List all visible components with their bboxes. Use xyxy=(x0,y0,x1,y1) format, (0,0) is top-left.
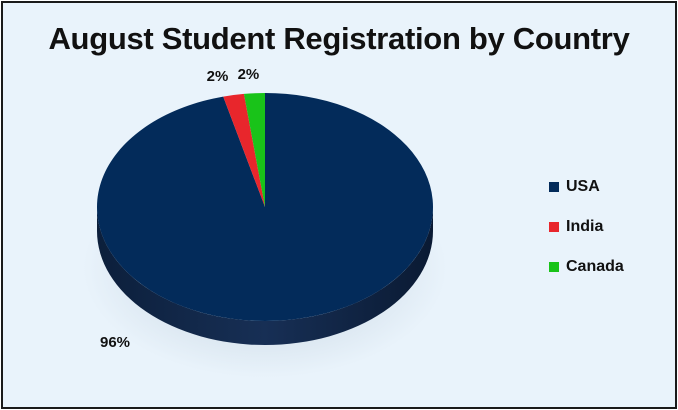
legend-label-canada: Canada xyxy=(566,258,624,275)
pie-slice-india xyxy=(223,93,265,207)
pie-chart: 96% 2% 2% xyxy=(83,66,447,378)
chart-title: August Student Registration by Country xyxy=(48,21,630,56)
legend-swatch-india xyxy=(549,222,559,232)
legend-swatch-canada xyxy=(549,262,559,272)
legend-swatch-usa xyxy=(549,182,559,192)
data-label-usa: 96% xyxy=(100,334,130,351)
pie-side xyxy=(97,207,433,345)
legend-label-india: India xyxy=(566,218,604,235)
data-label-canada: 2% xyxy=(238,66,260,83)
pie-side-wall xyxy=(97,207,433,345)
data-label-india: 2% xyxy=(207,68,229,85)
pie-slices xyxy=(96,93,433,321)
pie-labels: 96% 2% 2% xyxy=(100,66,259,351)
legend-item-usa: USA xyxy=(549,177,624,197)
legend-item-canada: Canada xyxy=(549,257,624,277)
legend: USA India Canada xyxy=(549,177,624,297)
legend-item-india: India xyxy=(549,217,624,237)
pie-slice-canada xyxy=(243,93,265,207)
legend-label-usa: USA xyxy=(566,178,600,195)
